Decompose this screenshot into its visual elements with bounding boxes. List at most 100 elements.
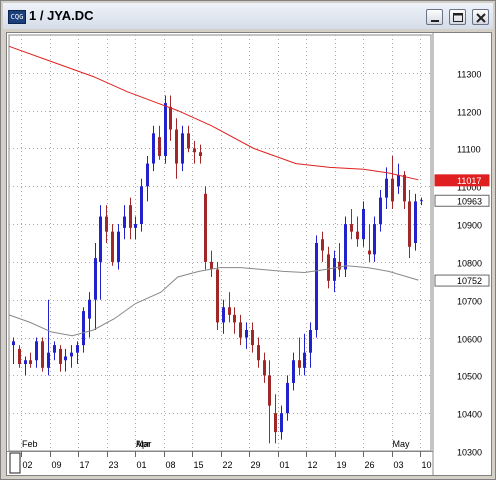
candle-body xyxy=(152,133,155,164)
candle-body xyxy=(391,178,394,202)
candle-body xyxy=(408,201,411,247)
candle-body xyxy=(315,243,318,330)
price-tick-label: 10300 xyxy=(457,448,482,458)
candle-body xyxy=(333,258,336,281)
candle-body xyxy=(397,174,400,187)
maximize-button[interactable] xyxy=(449,9,466,25)
moving-average-long-line xyxy=(8,45,419,181)
candle-body xyxy=(12,341,15,346)
date-tick-label: 19 xyxy=(337,460,347,470)
candle-body xyxy=(385,178,388,198)
cqg-app-icon[interactable]: CQG xyxy=(8,10,26,24)
candle-body xyxy=(123,216,126,228)
title-bar[interactable]: CQG 1 / JYA.DC xyxy=(3,3,493,29)
candle-body xyxy=(228,307,231,315)
candle-body xyxy=(245,329,248,338)
candle-body xyxy=(94,258,97,300)
date-tick-label: 23 xyxy=(109,460,119,470)
price-tag-value: 10963 xyxy=(457,196,482,206)
candle-body xyxy=(362,208,365,240)
candle-body xyxy=(379,197,382,225)
price-tag-last_price xyxy=(434,194,490,207)
candle-body xyxy=(321,239,324,251)
close-button[interactable] xyxy=(472,9,489,25)
price-tick-label: 10400 xyxy=(457,410,482,420)
minimize-button[interactable] xyxy=(426,9,443,25)
price-tick-label: 11300 xyxy=(457,70,481,80)
candlestick-chart[interactable]: 10300 10400 10500 10600 10700 10800 10900 11000… xyxy=(7,33,491,475)
candle-body xyxy=(129,205,132,228)
price-tick-label: 10700 xyxy=(457,297,482,307)
date-tick-label: 01 xyxy=(137,460,147,470)
date-tick-label: 22 xyxy=(223,460,233,470)
candle-body xyxy=(338,261,341,270)
candle-body xyxy=(41,341,44,368)
candle-body xyxy=(216,269,219,323)
candle-body xyxy=(309,329,312,353)
candle-body xyxy=(239,322,242,338)
candle-body xyxy=(286,382,289,414)
candle-body xyxy=(222,307,225,323)
candle-body xyxy=(210,261,213,270)
date-tick-label: 17 xyxy=(80,460,90,470)
minimize-icon xyxy=(431,20,439,22)
candle-body xyxy=(350,224,353,232)
candle-body xyxy=(233,314,236,323)
candle-body xyxy=(292,360,295,383)
candle-body xyxy=(327,254,330,281)
month-label: May xyxy=(393,439,411,449)
candle-body xyxy=(193,148,196,153)
date-tick-label: 26 xyxy=(365,460,375,470)
candle-body xyxy=(263,360,266,376)
date-tick-label: 09 xyxy=(52,460,62,470)
candle-body xyxy=(111,231,114,262)
window-title: 1 / JYA.DC xyxy=(29,8,94,23)
candle-body xyxy=(204,193,207,262)
candle-body xyxy=(53,345,56,353)
candle-body xyxy=(158,137,161,157)
candle-body xyxy=(187,133,190,149)
candle-body xyxy=(257,345,260,361)
price-tag-ma_short xyxy=(434,274,490,287)
candle-body xyxy=(47,352,50,368)
date-tick-label: 12 xyxy=(308,460,318,470)
candle-body xyxy=(420,200,423,202)
price-tick-label: 11100 xyxy=(457,145,481,155)
candle-body xyxy=(134,224,137,228)
candle-body xyxy=(280,413,283,433)
plot-area xyxy=(8,34,432,452)
month-label: Mar xyxy=(136,439,152,449)
candle-body xyxy=(303,352,306,368)
candle-body xyxy=(164,103,167,157)
candle-body xyxy=(29,360,32,365)
candle-body xyxy=(82,311,85,346)
date-tick-label: 03 xyxy=(394,460,404,470)
date-tick-label: 01 xyxy=(280,460,290,470)
price-tag-ma_long xyxy=(434,174,490,187)
candle-body xyxy=(18,348,21,365)
candle-body xyxy=(368,250,371,255)
candle-body xyxy=(344,224,347,270)
moving-average-short-line xyxy=(8,265,419,337)
candle-body xyxy=(169,106,172,130)
price-tick-label: 11200 xyxy=(457,108,481,118)
candle-body xyxy=(251,329,254,346)
candle-body xyxy=(59,348,62,365)
date-tick-label: 08 xyxy=(166,460,176,470)
price-tick-label: 10900 xyxy=(457,221,482,231)
month-label: Apr xyxy=(136,439,150,449)
candle-body xyxy=(414,201,417,243)
candle-body xyxy=(146,163,149,187)
candle-body xyxy=(298,360,301,368)
price-tick-label: 10800 xyxy=(457,259,482,269)
chart-area[interactable]: 10300 10400 10500 10600 10700 10800 10900 11000… xyxy=(6,32,492,476)
candle-body xyxy=(403,174,406,202)
close-icon xyxy=(476,13,486,23)
date-tick-label: 10 xyxy=(422,460,432,470)
candle-body xyxy=(356,231,359,240)
price-tag-value: 11017 xyxy=(457,176,481,186)
date-tick-label: 02 xyxy=(23,460,33,470)
price-tag-value: 10752 xyxy=(457,276,482,286)
candle-body xyxy=(373,224,376,255)
